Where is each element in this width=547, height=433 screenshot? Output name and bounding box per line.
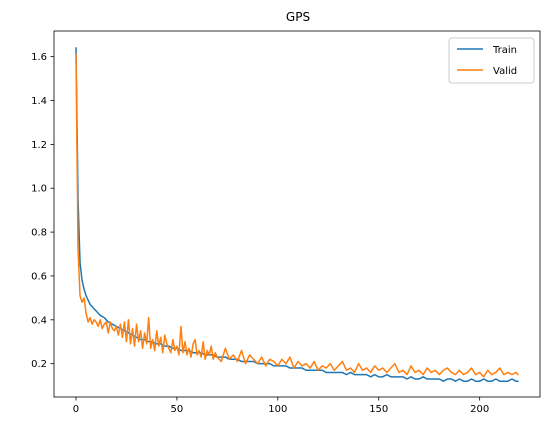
chart-title: GPS [286,10,310,24]
x-tick-label: 0 [73,404,79,415]
y-tick-label: 0.8 [31,228,47,239]
y-tick-label: 0.4 [31,315,47,326]
y-tick-label: 0.6 [31,271,47,282]
y-tick-label: 1.4 [31,96,47,107]
x-tick-label: 50 [171,404,184,415]
axes-frame [53,30,541,398]
legend-box [448,37,535,84]
legend-label-valid: Valid [493,66,517,77]
series-line-valid [75,53,519,378]
series-layer [75,47,519,382]
y-tick-label: 1.2 [31,140,47,151]
legend: Train Valid [448,37,535,84]
legend-label-train: Train [492,45,517,56]
y-tick-label: 1.0 [31,184,47,195]
x-tick-label: 100 [268,404,287,415]
axes-layer: 0 50 100 150 200 0.2 0.4 0.6 0.8 1.0 1.2 1.4 1.6 [31,30,541,415]
x-tick-label: 150 [369,404,388,415]
y-tick-label: 1.6 [31,52,47,63]
x-tick-label: 200 [470,404,489,415]
y-tick-label: 0.2 [31,359,47,370]
